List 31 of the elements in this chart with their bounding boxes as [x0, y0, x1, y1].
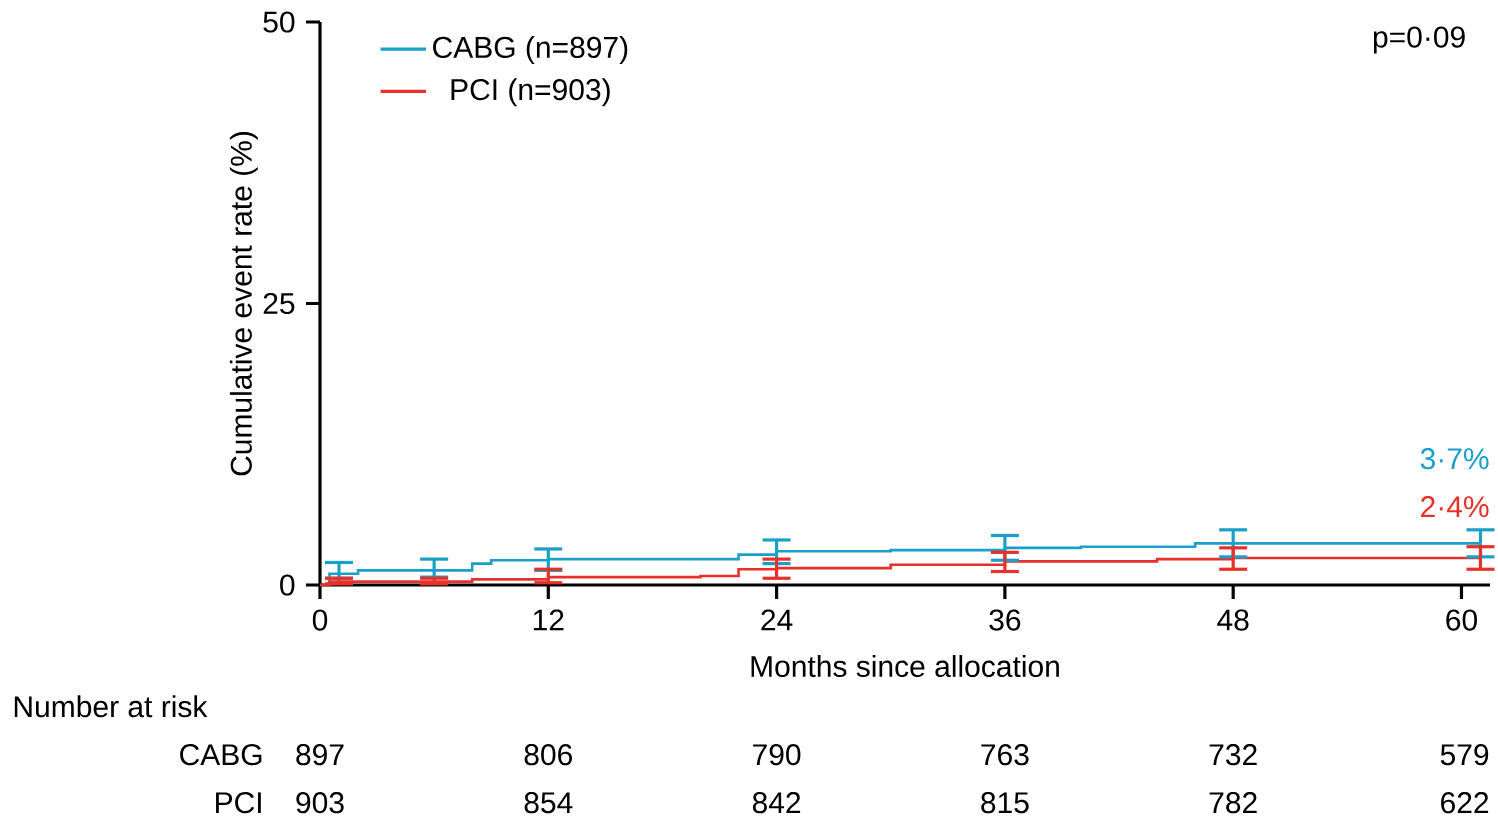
- text: 782: [1209, 792, 1257, 814]
- text: 854: [524, 792, 573, 814]
- text: 842: [752, 792, 801, 814]
- x-tick-label: 24: [761, 609, 793, 631]
- text: 579: [1440, 744, 1489, 766]
- x-tick-label: 12: [533, 609, 564, 631]
- legend-label: PCI (n=903): [451, 78, 610, 107]
- x-tick-label: 60: [1446, 609, 1477, 631]
- text: CABG: [180, 744, 262, 766]
- text: Number at risk: [14, 695, 208, 718]
- y-tick-label: 0: [280, 574, 295, 596]
- text: 622: [1441, 792, 1489, 814]
- x-tick-label: 36: [989, 609, 1021, 631]
- annotation: p=0·09: [1373, 26, 1465, 54]
- text: 903: [296, 792, 344, 814]
- text: 790: [753, 744, 801, 766]
- text: PCI: [216, 792, 261, 814]
- annotation: 2·4%: [1421, 496, 1489, 518]
- annotation: 3·7%: [1420, 448, 1489, 470]
- legend-label: CABG (n=897): [433, 35, 628, 64]
- x-tick-label: 0: [312, 609, 328, 631]
- text: 806: [524, 744, 572, 766]
- y-tick-label: 25: [263, 292, 295, 315]
- y-axis-title: Cumulative event rate (%): [229, 132, 258, 476]
- text: 897: [296, 744, 344, 766]
- text: 732: [1209, 744, 1257, 766]
- x-axis-title: Months since allocation: [751, 655, 1059, 678]
- y-tick-label: 50: [263, 11, 295, 33]
- x-tick-label: 48: [1217, 609, 1249, 631]
- text: 763: [981, 744, 1029, 766]
- text: 815: [981, 792, 1029, 814]
